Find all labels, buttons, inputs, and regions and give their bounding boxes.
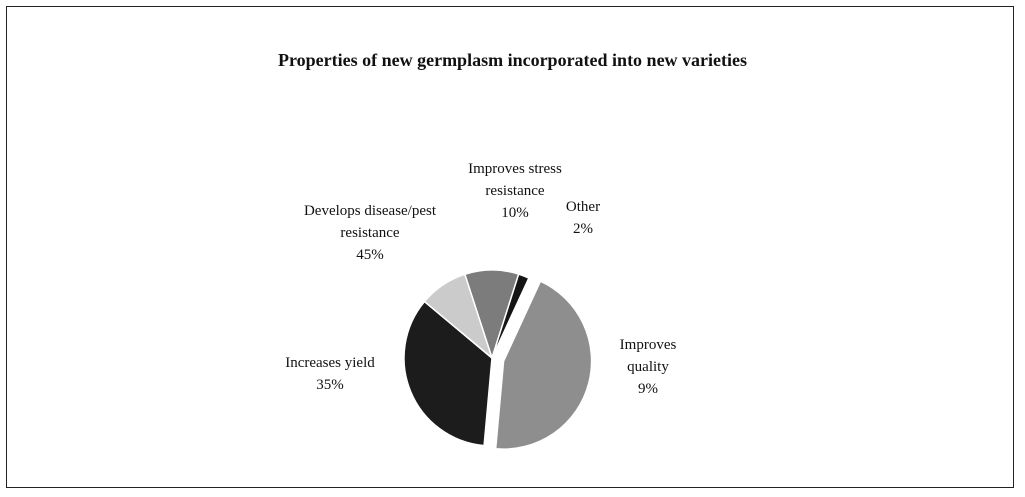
- slice-label: Improves quality 9%: [598, 334, 698, 400]
- slice-label: Improves stress resistance 10%: [450, 158, 580, 224]
- slice-name: Improves stress resistance: [468, 161, 562, 199]
- slice-value: 9%: [638, 381, 658, 397]
- pie-slice: [423, 273, 494, 361]
- slice-label: Increases yield 35%: [255, 352, 405, 396]
- pie-slice: [403, 300, 493, 447]
- slice-value: 2%: [573, 221, 593, 237]
- slice-value: 45%: [356, 247, 384, 263]
- slice-name: Increases yield: [285, 355, 375, 371]
- chart-title: Properties of new germplasm incorporated…: [277, 50, 748, 70]
- slice-name: Develops disease/pest resistance: [303, 203, 437, 241]
- slice-label: Develops disease/pest resistance 45%: [295, 200, 445, 266]
- slice-name: Improves quality: [619, 337, 677, 375]
- frame: [6, 6, 1014, 488]
- pie-slice: [494, 280, 593, 450]
- pie-slice: [491, 273, 530, 359]
- slice-value: 35%: [316, 377, 344, 393]
- slice-name: Other: [565, 199, 601, 215]
- slice-value: 10%: [501, 205, 529, 221]
- slice-label: Other 2%: [548, 196, 618, 240]
